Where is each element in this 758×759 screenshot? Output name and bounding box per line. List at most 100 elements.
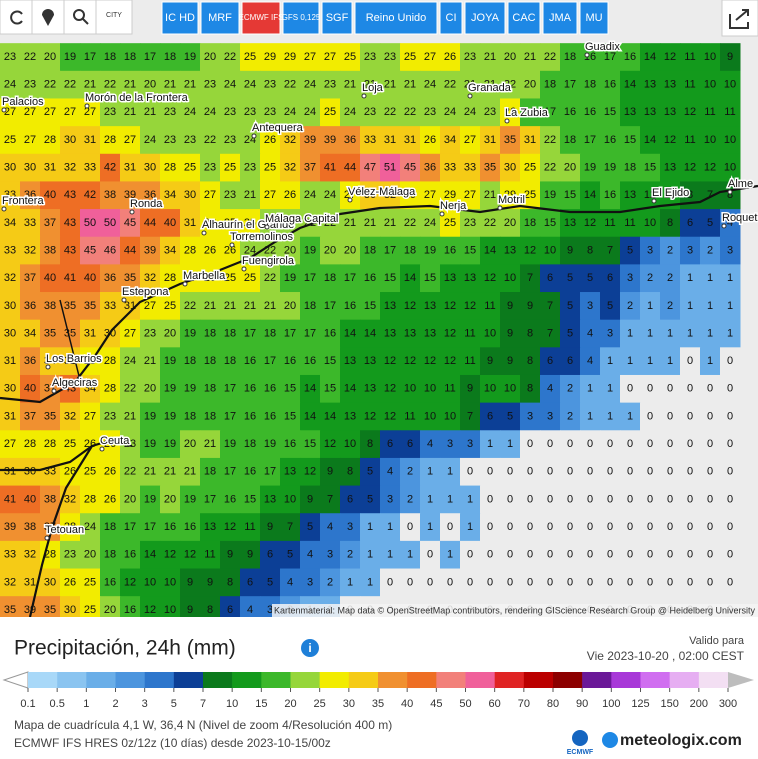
model-button[interactable] <box>354 1 438 35</box>
grid-cell <box>400 43 421 72</box>
grid-value: 14 <box>304 410 316 422</box>
grid-value: 19 <box>144 493 156 505</box>
grid-cell <box>720 70 741 99</box>
grid-cell <box>380 98 401 127</box>
model-button[interactable] <box>542 1 578 35</box>
grid-cell <box>400 568 421 597</box>
grid-value: 0 <box>467 549 473 561</box>
place-dot <box>121 297 127 303</box>
grid-value: 23 <box>204 79 216 91</box>
grid-cell <box>200 485 221 514</box>
grid-cell <box>560 347 581 376</box>
model-button[interactable] <box>321 1 353 35</box>
grid-value: 16 <box>304 355 316 367</box>
grid-value: 12 <box>404 355 416 367</box>
grid-cell <box>100 153 121 182</box>
grid-value: 0 <box>507 493 513 505</box>
grid-value: 1 <box>467 521 473 533</box>
grid-value: 7 <box>547 327 553 339</box>
grid-cell <box>520 181 541 210</box>
grid-value: 0 <box>607 521 613 533</box>
model-button[interactable] <box>161 1 199 35</box>
grid-value: 0 <box>627 466 633 478</box>
grid-value: 20 <box>144 383 156 395</box>
grid-cell <box>580 319 601 348</box>
grid-cell <box>280 513 301 542</box>
zoom-button[interactable] <box>63 0 97 35</box>
grid-cell <box>260 540 281 570</box>
grid-cell <box>0 540 21 570</box>
grid-cell <box>480 153 501 182</box>
grid-value: 0 <box>547 521 553 533</box>
grid-cell <box>660 540 681 570</box>
grid-value: 21 <box>484 79 496 91</box>
grid-value: 43 <box>64 244 76 256</box>
grid-cell <box>300 402 321 431</box>
grid-cell <box>340 513 361 542</box>
grid-value: 31 <box>84 327 96 339</box>
info-icon[interactable] <box>301 639 319 657</box>
place-dot <box>229 242 235 248</box>
grid-cell <box>540 402 561 431</box>
grid-cell <box>120 319 141 348</box>
grid-value: 10 <box>724 79 736 91</box>
model-button[interactable] <box>282 1 320 35</box>
grid-cell <box>260 98 281 127</box>
grid-cell <box>60 402 81 431</box>
place-label: Los Barrios <box>46 353 102 365</box>
grid-cell <box>300 209 321 238</box>
grid-cell <box>480 374 501 404</box>
grid-value: 1 <box>627 355 633 367</box>
model-button[interactable] <box>200 1 240 35</box>
grid-value: 14 <box>304 383 316 395</box>
model-button[interactable] <box>464 1 506 35</box>
grid-cell <box>80 540 101 570</box>
grid-cell <box>620 181 641 210</box>
grid-cell <box>80 402 101 431</box>
place-label: La Zubia <box>505 107 549 119</box>
grid-cell <box>200 70 221 99</box>
grid-value: 12 <box>124 576 136 588</box>
grid-cell <box>20 374 41 404</box>
model-button[interactable] <box>579 1 609 35</box>
grid-value: 42 <box>104 162 116 174</box>
grid-value: 0 <box>607 466 613 478</box>
grid-value: 18 <box>524 217 536 229</box>
refresh-button[interactable] <box>0 0 33 35</box>
grid-value: 19 <box>304 244 316 256</box>
grid-cell <box>520 430 541 459</box>
grid-value: 1 <box>367 521 373 533</box>
grid-value: 27 <box>64 106 76 118</box>
grid-cell <box>360 43 381 72</box>
grid-cell <box>20 70 41 99</box>
grid-cell <box>400 292 421 321</box>
grid-value: 32 <box>64 355 76 367</box>
grid-cell <box>340 209 361 238</box>
grid-value: 13 <box>404 327 416 339</box>
grid-value: 17 <box>204 493 216 505</box>
grid-cell <box>380 540 401 570</box>
grid-value: 26 <box>204 244 216 256</box>
grid-cell <box>720 402 741 431</box>
grid-cell <box>180 540 201 570</box>
city-button[interactable] <box>95 0 133 35</box>
grid-value: 0 <box>707 383 713 395</box>
share-button[interactable] <box>721 0 758 37</box>
grid-value: 21 <box>204 438 216 450</box>
model-button[interactable] <box>507 1 541 35</box>
grid-value: 18 <box>264 327 276 339</box>
grid-cell <box>180 430 201 459</box>
model-button[interactable] <box>241 1 281 35</box>
model-button[interactable] <box>439 1 463 35</box>
grid-cell <box>160 181 181 210</box>
grid-cell <box>540 153 561 182</box>
grid-cell <box>460 264 481 293</box>
share-icon <box>729 9 749 29</box>
grid-cell <box>120 209 141 238</box>
grid-value: 35 <box>64 327 76 339</box>
grid-cell <box>380 485 401 514</box>
grid-cell <box>300 292 321 321</box>
grid-cell <box>80 596 101 617</box>
grid-cell <box>520 402 541 431</box>
grid-cell <box>720 126 741 155</box>
